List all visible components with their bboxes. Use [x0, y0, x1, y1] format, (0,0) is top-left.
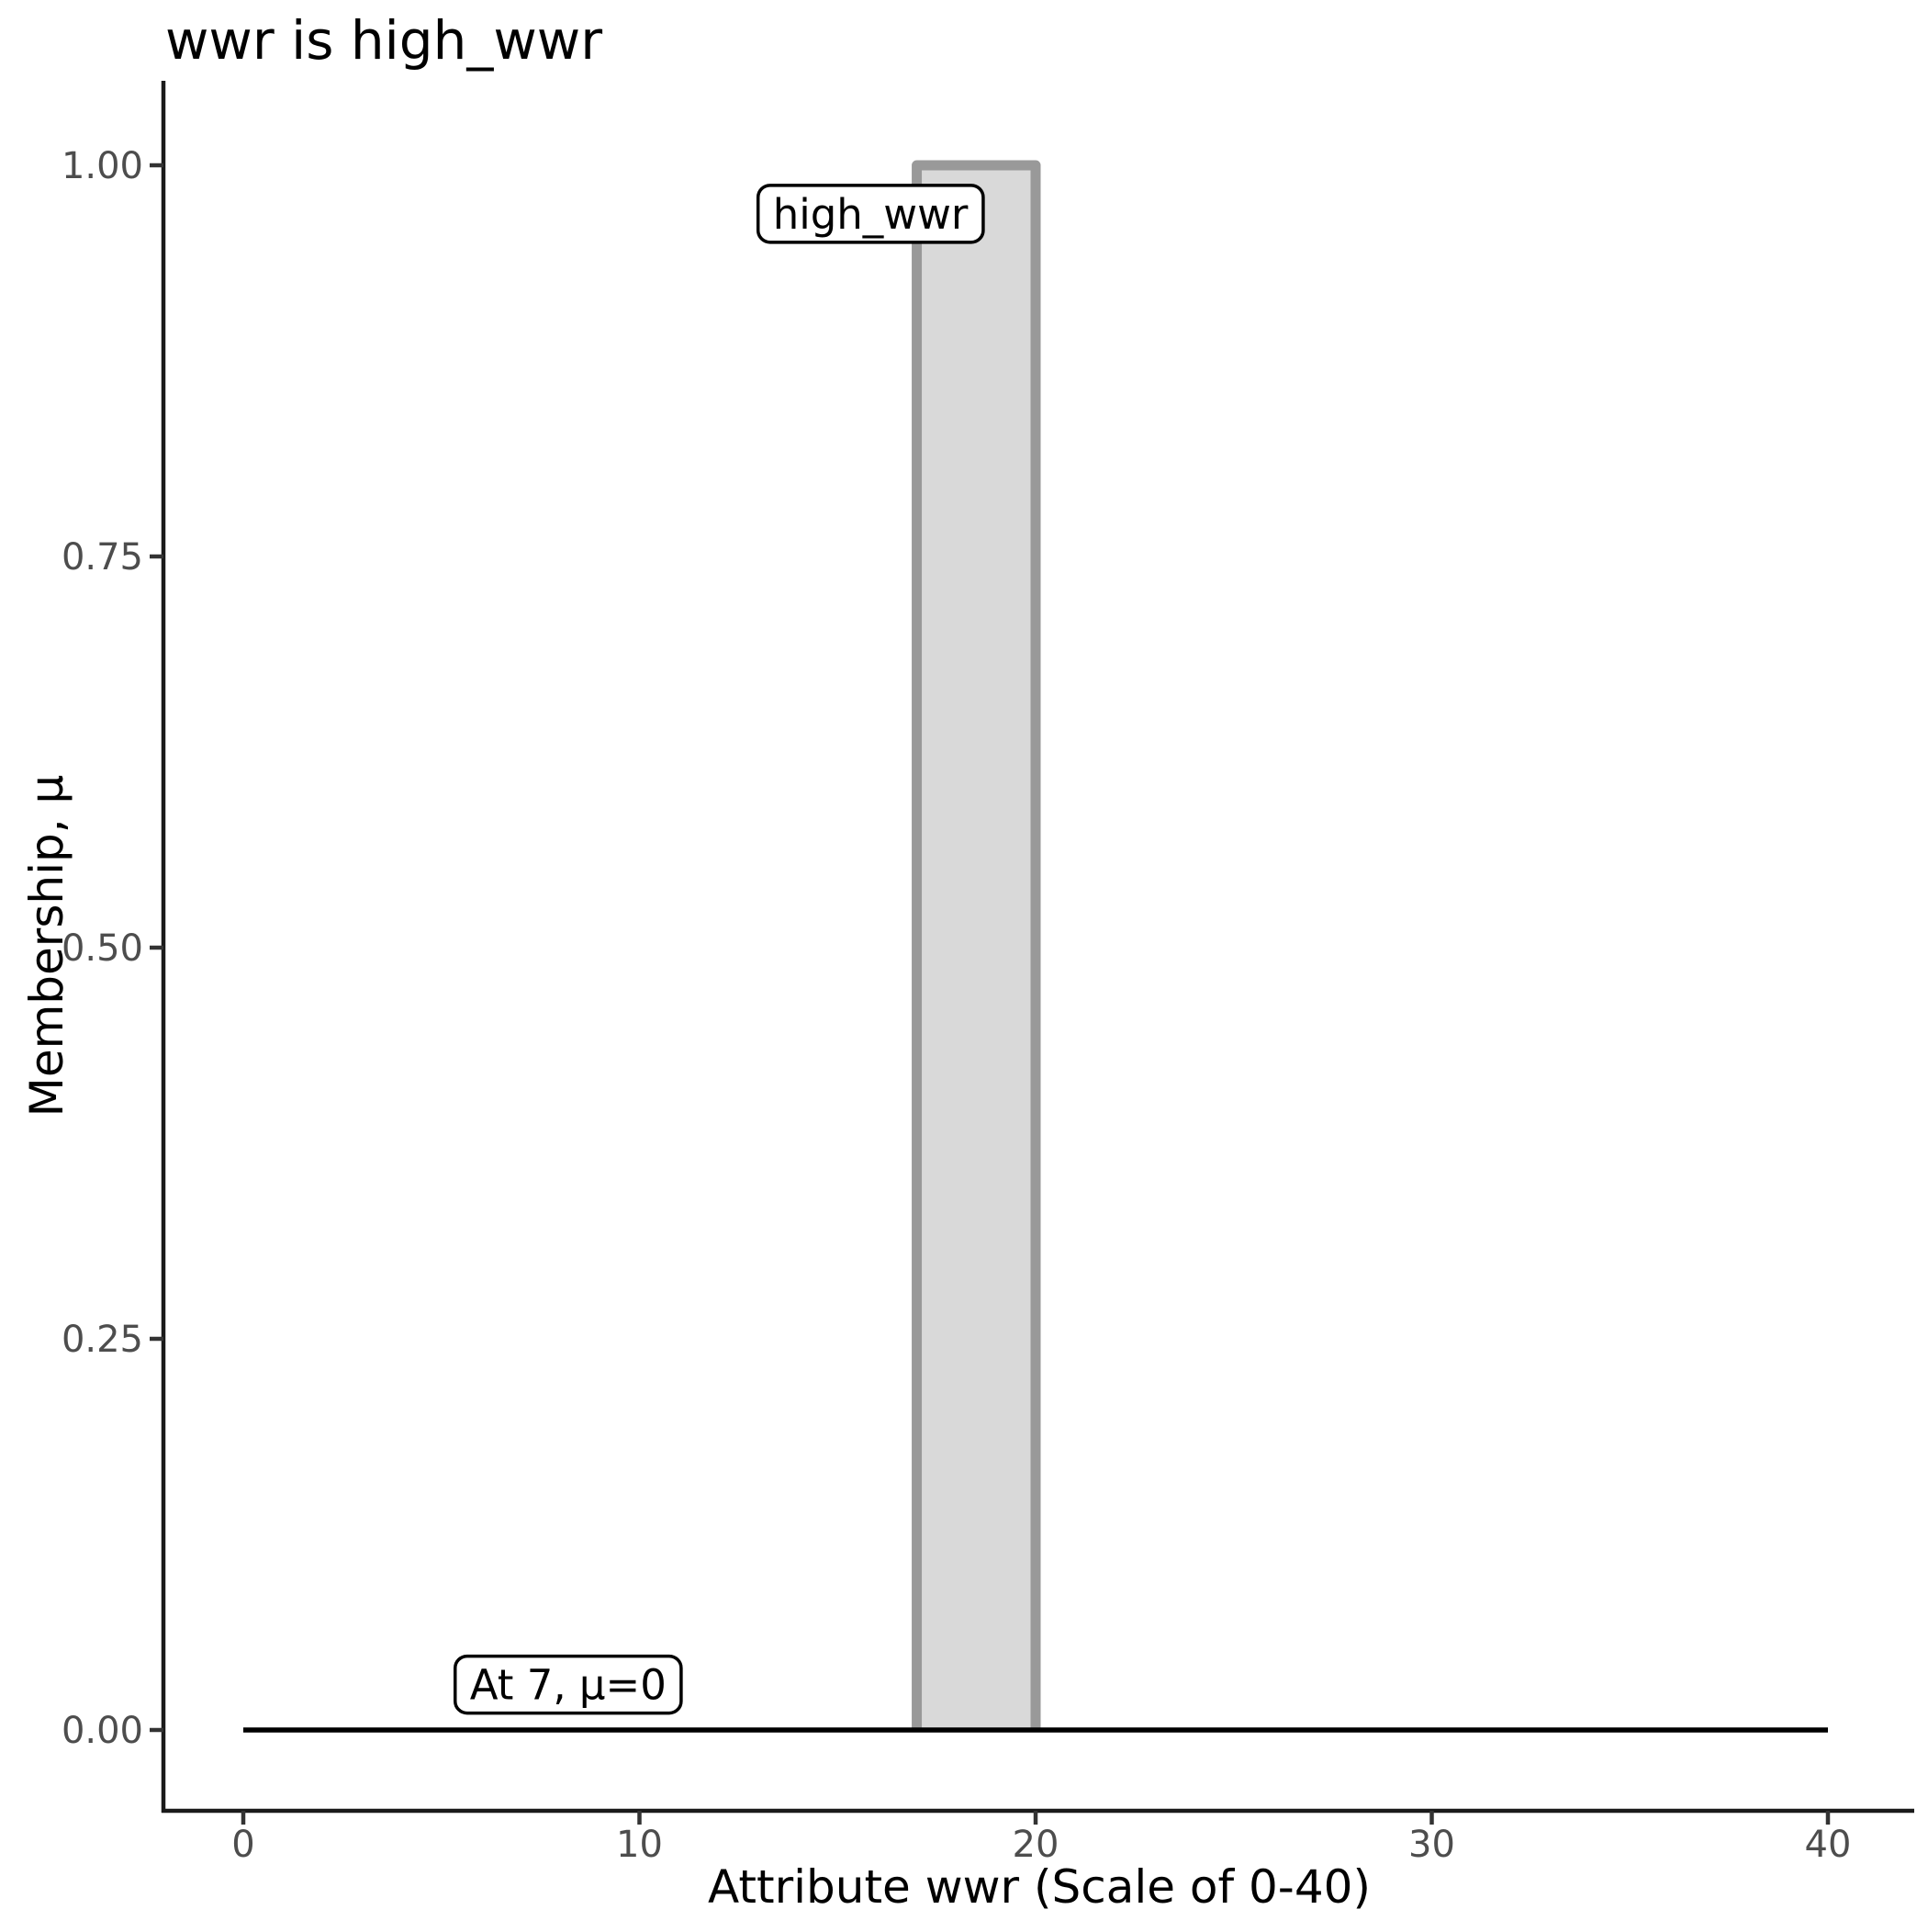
annotation: high_wwr — [756, 184, 985, 244]
plot-title: wwr is high_wwr — [165, 9, 602, 72]
x-tick-label: 0 — [231, 1824, 254, 1866]
axes-layer: 0.00 0.25 0.50 0.75 1.00 0 10 20 30 40 — [62, 81, 1914, 1866]
x-tick-label: 30 — [1408, 1824, 1455, 1866]
y-tick-label: 0.50 — [62, 927, 143, 970]
annotation-box — [756, 184, 985, 244]
annotation-label: high_wwr — [773, 190, 969, 239]
annotation: At 7, μ=0 — [454, 1654, 683, 1715]
y-tick-label: 0.00 — [62, 1710, 143, 1752]
y-tick-label: 1.00 — [62, 145, 143, 187]
x-axis-title: Attribute wwr (Scale of 0-40) — [708, 1860, 1371, 1914]
annotation-label: At 7, μ=0 — [470, 1661, 667, 1710]
x-tick-label: 20 — [1013, 1824, 1059, 1866]
annotations-layer: high_wwr At 7, μ=0 — [454, 184, 985, 1715]
y-tick-label: 0.25 — [62, 1319, 143, 1361]
annotation-box — [454, 1654, 683, 1715]
membership-function-area — [912, 160, 1041, 1730]
series-layer — [243, 160, 1828, 1733]
x-tick-label: 10 — [616, 1824, 663, 1866]
x-tick-label: 40 — [1805, 1824, 1852, 1866]
y-axis-title: Membership, μ — [20, 775, 73, 1118]
y-tick-label: 0.75 — [62, 536, 143, 578]
